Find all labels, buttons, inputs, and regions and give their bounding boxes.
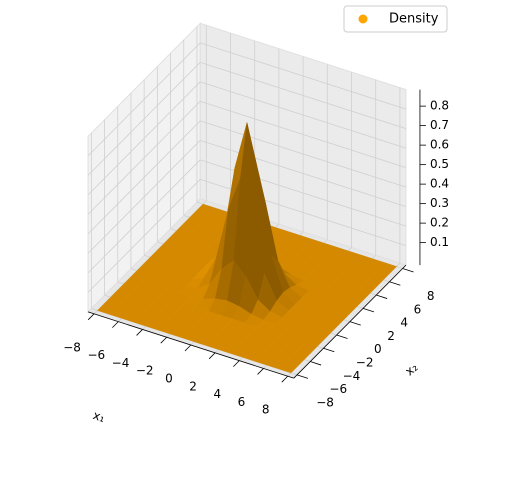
- tick-mark: [323, 347, 335, 353]
- y-tick-label: 0: [374, 342, 382, 356]
- grid-line: [200, 61, 407, 130]
- tick-mark: [296, 374, 309, 379]
- legend-label: Density: [389, 12, 439, 27]
- x-tick-label: 6: [238, 395, 246, 409]
- tick-mark: [349, 321, 361, 326]
- z-tick-label: 0.3: [430, 196, 449, 210]
- y-tick-label: 4: [400, 316, 408, 330]
- surface: [97, 122, 397, 374]
- grid-line: [87, 179, 201, 293]
- y-tick-label: −8: [316, 395, 334, 409]
- grid-line: [87, 140, 201, 254]
- y-tick-label: 2: [387, 329, 395, 343]
- z-tick-label: 0.7: [430, 118, 449, 132]
- z-tick-label: 0.6: [430, 138, 449, 152]
- grid-line: [200, 120, 407, 188]
- z-tick-label: 0.2: [430, 216, 449, 230]
- tick-mark: [208, 352, 216, 360]
- tick-mark: [310, 361, 322, 366]
- grid-line: [200, 139, 407, 208]
- grid-line: [200, 42, 407, 110]
- tick-mark: [160, 336, 167, 344]
- tick-mark: [389, 281, 401, 286]
- x-axis-line: [87, 311, 294, 379]
- tick-mark: [112, 321, 119, 328]
- grid-line: [200, 100, 407, 169]
- x-tick-label: 2: [189, 379, 197, 393]
- grid-line: [87, 120, 201, 235]
- tick-mark: [257, 368, 264, 375]
- grid-line: [87, 42, 201, 157]
- x-axis-label: x₁: [91, 408, 107, 425]
- y-axis-line: [293, 264, 407, 379]
- y-tick-label: −4: [343, 369, 361, 383]
- y-tick-label: −2: [356, 355, 374, 369]
- grid-line: [87, 101, 201, 215]
- tick-mark: [376, 294, 388, 299]
- y-tick-label: −6: [329, 382, 347, 396]
- z-tick-label: 0.5: [430, 157, 449, 171]
- legend-frame: [343, 5, 448, 33]
- x-tick-label: 4: [213, 387, 221, 401]
- y-tick-label: 6: [414, 302, 422, 316]
- x-tick-label: 8: [262, 403, 270, 417]
- tick-mark: [402, 268, 414, 273]
- grid-line: [87, 62, 201, 176]
- tick-mark: [184, 344, 192, 352]
- surface-patch: [278, 362, 298, 374]
- z-tick-label: 0.4: [430, 177, 449, 191]
- x-tick-label: −6: [87, 348, 105, 362]
- tick-mark: [281, 375, 288, 383]
- legend-marker: [358, 14, 368, 24]
- grid-line: [200, 81, 407, 149]
- z-tick-label: 0.1: [430, 235, 449, 249]
- x-tick-label: −4: [112, 356, 130, 370]
- x-tick-label: −8: [63, 340, 81, 354]
- tick-mark: [233, 360, 240, 367]
- tick-mark: [336, 334, 348, 339]
- z-tick-label: 0.8: [430, 99, 449, 113]
- tick-mark: [362, 307, 375, 313]
- legend: Density: [343, 5, 448, 33]
- grid-line: [87, 159, 201, 274]
- tick-mark: [87, 313, 95, 321]
- grid-line: [87, 81, 201, 196]
- x-tick-label: 0: [165, 372, 173, 386]
- x-tick-label: −2: [136, 364, 154, 378]
- y-axis-label: x₂: [402, 360, 420, 379]
- y-tick-label: 8: [427, 289, 435, 303]
- tick-mark: [136, 329, 143, 336]
